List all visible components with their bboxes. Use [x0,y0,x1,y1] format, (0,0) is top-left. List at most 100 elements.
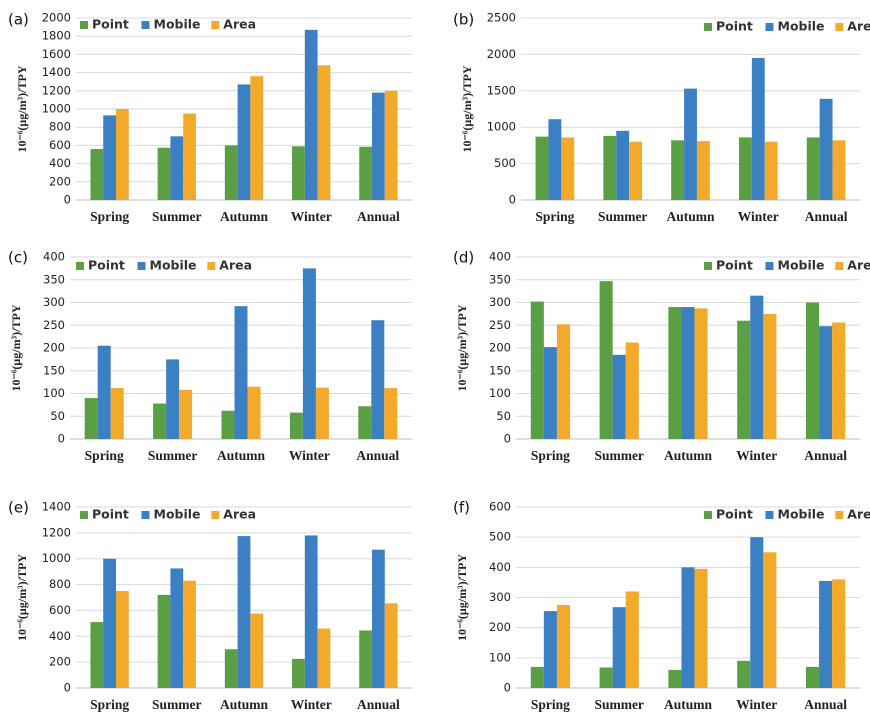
y-axis-title: 10⁻⁶(μg/m³)/TPY [9,304,23,391]
y-tick-label: 300 [489,295,511,309]
bar-mobile-annual [371,320,385,439]
bar-area-winter [763,552,777,688]
bar-mobile-summer [616,130,630,200]
bar-point-annual [359,146,373,200]
bar-point-spring [530,301,544,439]
y-axis-title: 10⁻⁶(μg/m³)/TPY [455,554,469,641]
y-tick-label: 350 [489,272,511,286]
y-tick-label: 0 [64,193,71,207]
bar-area-annual [384,603,398,688]
legend-label-area: Area [847,19,870,34]
x-tick-label: Annual [805,209,848,224]
y-tick-label: 200 [489,620,511,634]
y-tick-label: 50 [496,409,511,423]
bar-area-winter [315,387,329,439]
legend-swatch-mobile [765,511,774,519]
y-tick-label: 500 [494,156,516,170]
chart-panel-2: (c) 0 50 100 150 200 250 300 350 400 10⁻⁶(μg/m³)/T… [8,249,412,463]
y-tick-label: 300 [43,295,65,309]
bar-area-summer [183,580,196,688]
bar-mobile-spring [543,347,557,439]
x-tick-label: Autumn [664,697,713,712]
y-tick-label: 200 [49,655,71,669]
legend-label-point: Point [716,258,753,273]
bar-point-winter [292,658,305,688]
y-tick-label: 400 [43,250,65,264]
x-tick-label: Summer [594,697,644,712]
panel-label: (c) [8,249,28,267]
x-tick-label: Summer [148,448,198,463]
x-tick-label: Spring [90,697,129,712]
bar-area-spring [110,388,124,439]
legend-label-area: Area [223,507,256,522]
bar-area-annual [384,388,398,439]
legend-swatch-area [835,262,844,270]
bar-mobile-annual [372,549,385,688]
bar-mobile-summer [612,607,626,688]
legend-label-point: Point [92,507,129,522]
y-tick-label: 1000 [42,551,71,565]
x-tick-label: Annual [804,697,847,712]
bar-mobile-summer [612,354,626,439]
x-tick-label: Summer [598,209,648,224]
bar-area-summer [625,342,639,439]
y-tick-label: 500 [489,530,511,544]
legend-swatch-area [835,23,844,31]
bar-point-summer [599,667,613,688]
chart-panel-5: (f) 0 100 200 300 400 500 600 10⁻⁶(μg/m³)/TPY Spr… [453,499,870,713]
legend-swatch-mobile [141,511,150,519]
y-tick-label: 200 [489,341,511,355]
chart-panel-1: (b) 0 500 1000 1500 2000 2500 10⁻⁶(μg/m³)/TPY Sp… [453,11,870,225]
bar-point-spring [535,136,549,200]
bar-mobile-annual [819,326,833,439]
legend-swatch-point [80,511,88,519]
legend-swatch-point [704,23,712,31]
legend-label-mobile: Mobile [150,258,197,273]
x-tick-label: Winter [291,209,332,224]
bar-point-summer [599,281,613,439]
bar-area-spring [556,605,571,688]
bar-area-spring [561,137,575,200]
x-tick-label: Autumn [217,448,266,463]
bar-mobile-autumn [237,536,251,688]
bar-point-winter [737,660,751,688]
panel-label: (b) [453,11,474,29]
x-tick-label: Winter [736,697,777,712]
legend-label-mobile: Mobile [154,17,201,32]
bar-point-annual [805,666,820,688]
bar-mobile-annual [372,92,385,200]
y-tick-label: 600 [49,603,71,617]
bar-point-autumn [224,145,238,200]
bar-area-autumn [696,141,710,200]
y-tick-label: 100 [43,386,65,400]
y-tick-label: 600 [49,138,71,152]
bar-area-annual [832,322,846,439]
bar-area-spring [115,109,129,200]
bar-mobile-autumn [681,567,695,688]
y-tick-label: 0 [64,681,71,695]
x-tick-label: Spring [531,697,570,712]
bar-area-winter [317,628,331,688]
bar-area-autumn [694,568,708,688]
bar-mobile-winter [302,268,316,439]
bar-point-annual [359,630,373,688]
y-tick-label: 800 [49,120,71,134]
y-tick-label: 400 [49,629,71,643]
bar-point-autumn [221,410,235,439]
y-tick-label: 250 [43,318,65,332]
bar-mobile-spring [543,611,557,688]
bar-area-summer [179,389,193,439]
y-tick-label: 0 [504,432,511,446]
panel-label: (e) [8,499,29,517]
y-tick-label: 50 [50,409,65,423]
y-tick-label: 400 [489,560,511,574]
bar-area-winter [317,65,331,200]
x-tick-label: Annual [804,448,847,463]
legend-label-mobile: Mobile [778,19,825,34]
y-tick-label: 800 [49,577,71,591]
chart-panel-3: (d) 0 50 100 150 200 250 300 350 400 10⁻⁶(μg/m³)/T… [453,249,870,464]
x-tick-label: Autumn [220,209,269,224]
bar-area-annual [384,90,398,200]
legend-label-point: Point [716,507,753,522]
